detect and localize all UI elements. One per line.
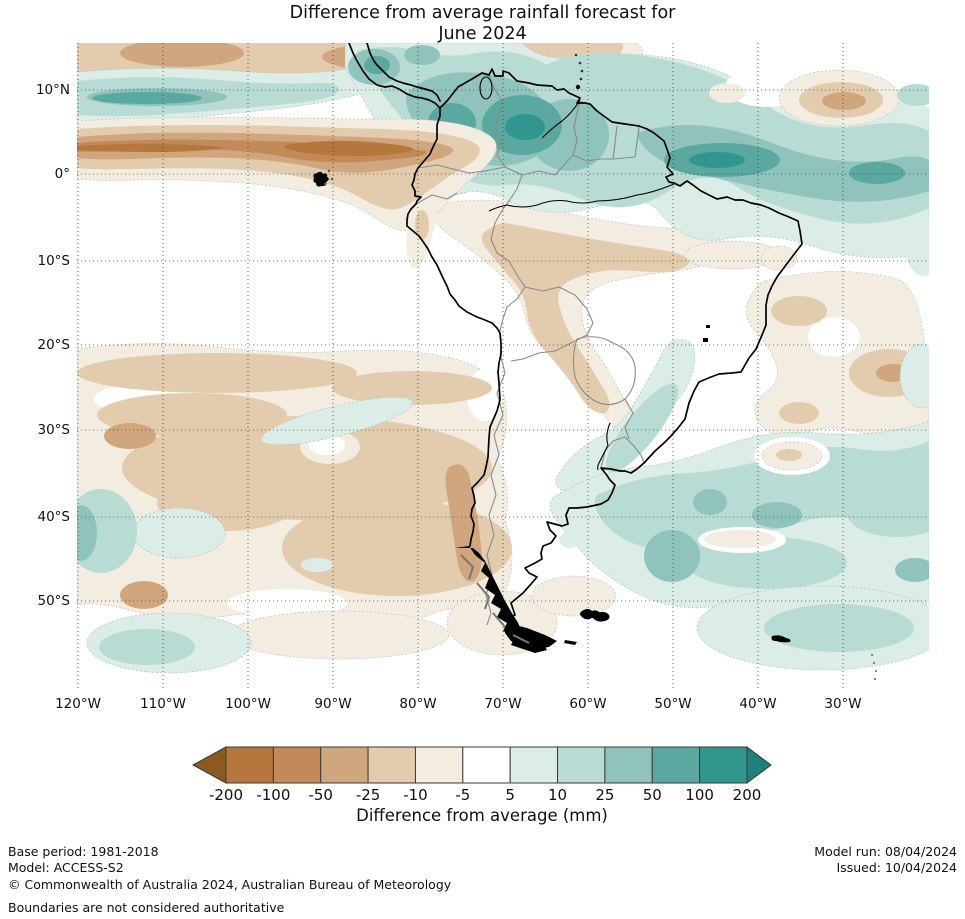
lon-tick-label: 120°W (55, 696, 101, 712)
colorbar-tick-label: -200 (208, 786, 244, 804)
colorbar-tick-label: 100 (685, 786, 714, 804)
model-text: Model: ACCESS-S2 (8, 859, 124, 875)
tierra-del-fuego (505, 623, 557, 649)
brazil-offshore-island (706, 325, 710, 328)
chilean-fjords-mass (455, 546, 547, 653)
issued-text: Issued: 10/04/2024 (836, 859, 958, 875)
colorbar-tick-label: 200 (732, 786, 762, 804)
lake-maracaibo (479, 76, 493, 100)
colorbar-tick-label: -10 (403, 786, 428, 804)
colorbar-tick-label: -5 (455, 786, 471, 804)
colorbar-tick-label: -50 (308, 786, 333, 804)
trinidad (575, 84, 581, 90)
lon-tick-label: 50°W (654, 696, 692, 712)
amazon-river (488, 183, 675, 212)
colorbar-tick-label: -100 (256, 786, 291, 804)
lat-tick-label: 10°S (37, 253, 71, 269)
brazil-offshore-island2 (703, 338, 708, 342)
lon-tick-label: 40°W (739, 696, 777, 712)
lon-tick-label: 60°W (569, 696, 607, 712)
lat-tick-label: 40°S (37, 509, 71, 525)
islands (313, 53, 878, 681)
central-america-caribbean-coast (366, 42, 441, 102)
boundaries-disclaimer-text: Boundaries are not considered authoritat… (8, 900, 285, 915)
orinoco-river (541, 99, 581, 139)
lat-tick-label: 20°S (37, 337, 71, 353)
copyright-text: © Commonwealth of Australia 2024, Austra… (8, 877, 452, 892)
map-area (65, 39, 948, 690)
colorbar (191, 746, 772, 784)
lat-tick-label: 0° (54, 166, 70, 182)
colorbar-tick-label: 10 (547, 786, 568, 804)
fjord-channel-lines (460, 554, 530, 644)
lon-tick-label: 100°W (225, 696, 271, 712)
chart-title-line2: June 2024 (438, 24, 527, 44)
footer-left: Base period: 1981-2018 Model: ACCESS-S2 (8, 844, 159, 875)
isla-de-los-estados (564, 640, 577, 645)
lon-tick-label: 110°W (140, 696, 186, 712)
colorbar-tick-label: 25 (595, 786, 615, 804)
parana-river (597, 422, 611, 471)
colorbar-tick-label: 50 (642, 786, 662, 804)
footer-right: Model run: 08/04/2024 Issued: 10/04/2024 (814, 844, 957, 875)
south-america-east-coast (439, 68, 803, 622)
coastlines (348, 42, 803, 622)
lon-tick-label: 90°W (314, 696, 352, 712)
lat-tick-label: 10°N (35, 82, 70, 98)
colorbar-title: Difference from average (mm) (356, 806, 608, 825)
colorbar-tick-label: -25 (355, 786, 381, 804)
south-georgia (771, 635, 791, 643)
model-run-text: Model run: 08/04/2024 (814, 844, 957, 859)
rainfall-anomaly-map (65, 39, 948, 690)
chart-title: Difference from average rainfall forecas… (0, 3, 965, 45)
rivers (488, 99, 675, 471)
country-borders (415, 74, 645, 626)
chart-title-line1: Difference from average rainfall forecas… (289, 3, 676, 23)
central-america-coast (348, 42, 441, 109)
south-america-west-coast (406, 107, 502, 547)
anomaly-contours (65, 39, 948, 674)
lat-tick-label: 30°S (37, 422, 71, 438)
lon-tick-label: 80°W (399, 696, 437, 712)
lon-tick-label: 70°W (484, 696, 522, 712)
lon-tick-label: 30°W (824, 696, 862, 712)
lat-tick-label: 50°S (37, 593, 71, 609)
colorbar-scale (191, 746, 772, 784)
base-period-text: Base period: 1981-2018 (8, 844, 159, 859)
falkland-islands-east (593, 611, 610, 622)
south-sandwich-islands (870, 653, 874, 657)
colorbar-tick-label: 5 (505, 786, 515, 804)
